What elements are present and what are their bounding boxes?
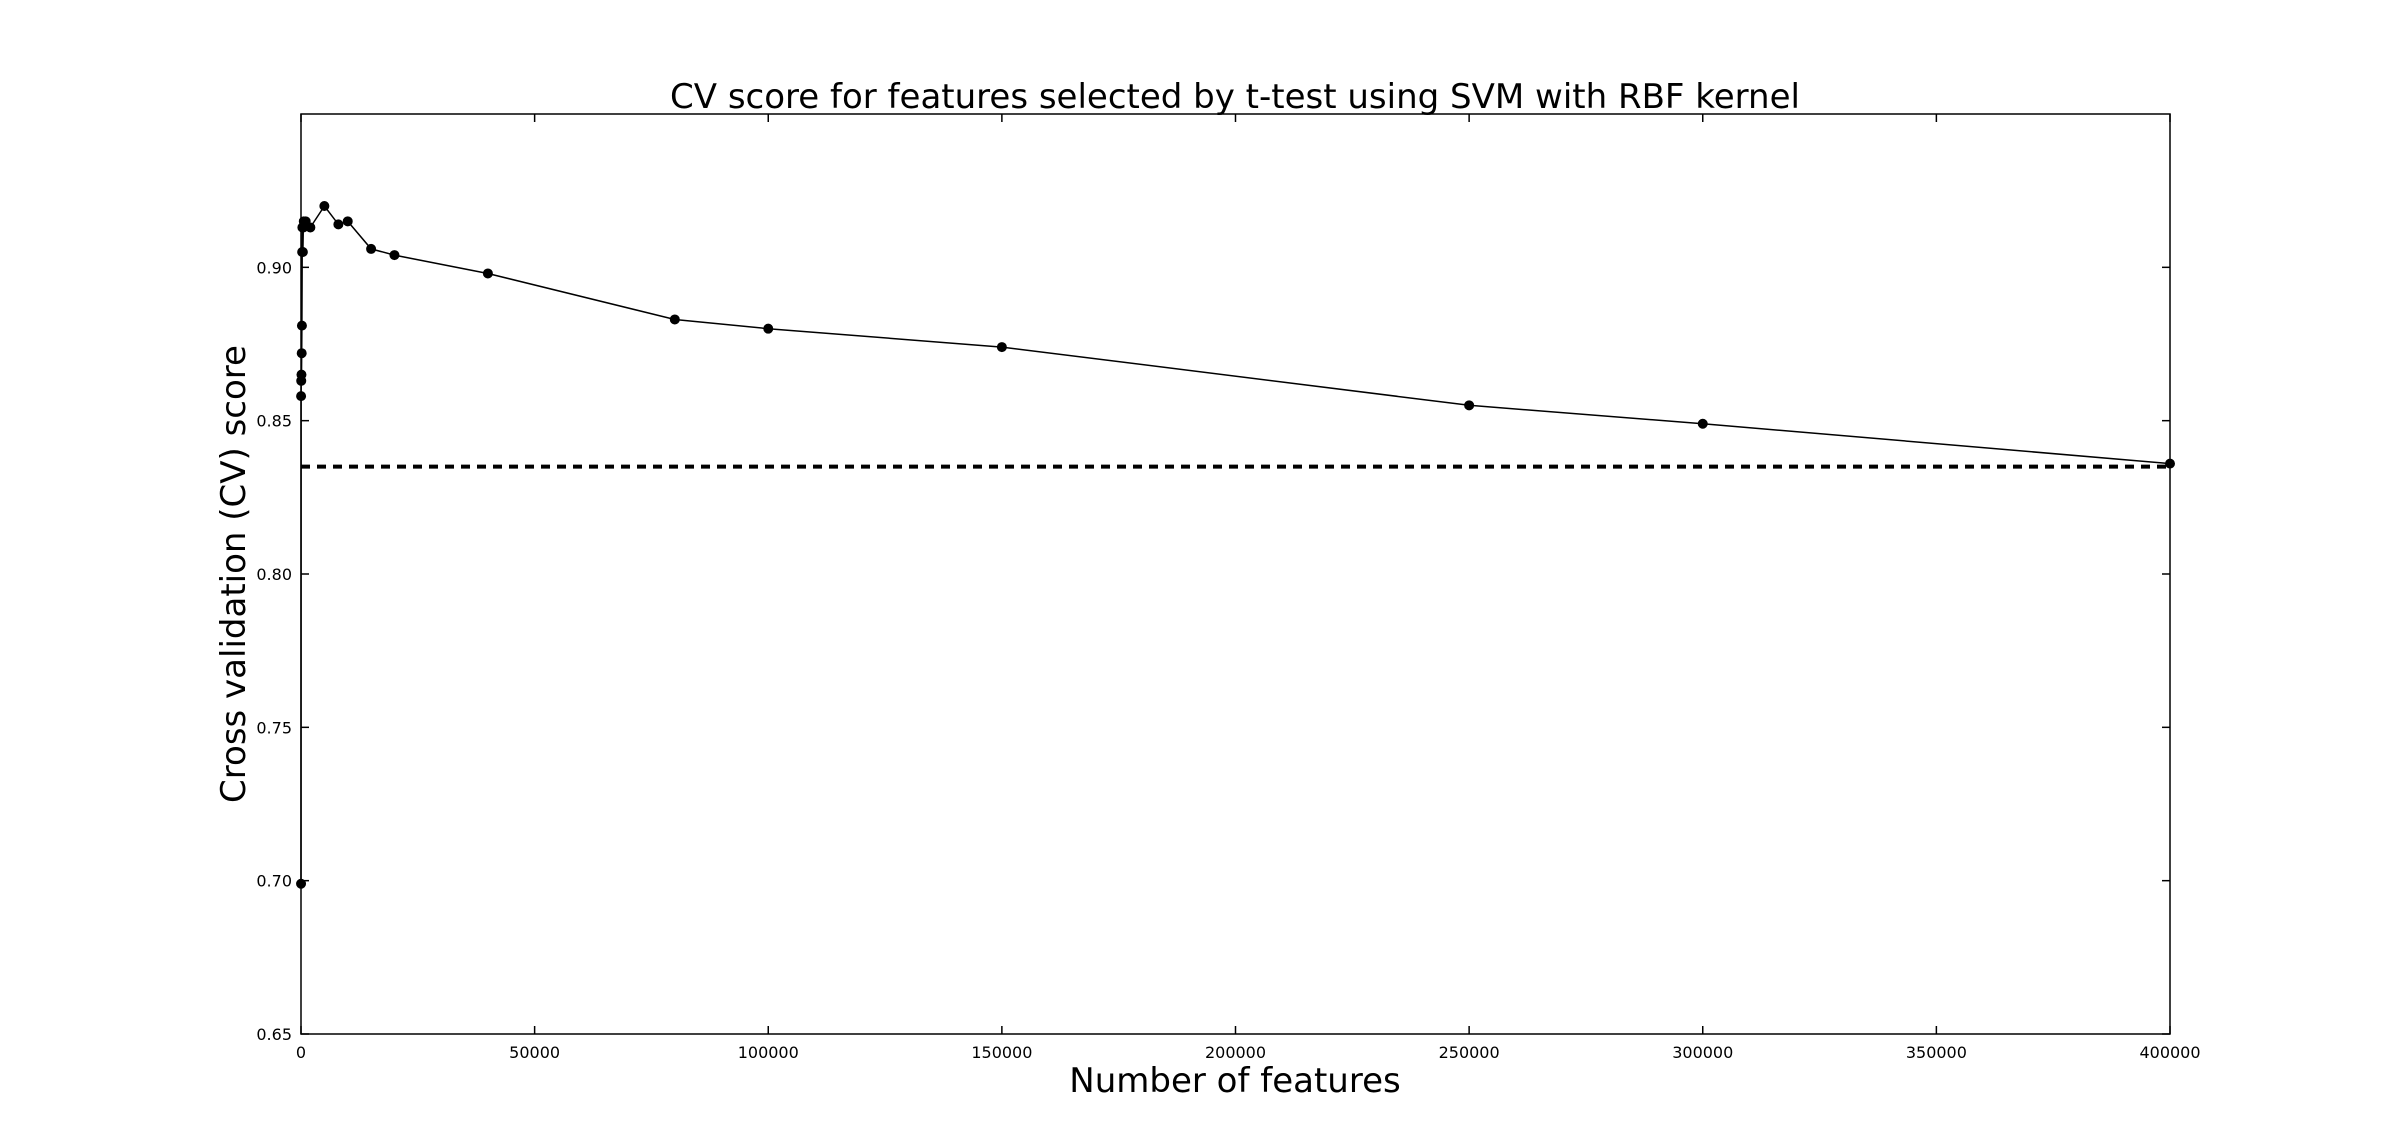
data-point <box>669 314 680 325</box>
chart-title: CV score for features selected by t-test… <box>670 77 1800 117</box>
y-tick-label: 0.90 <box>256 258 292 277</box>
data-point <box>333 219 344 230</box>
x-tick-label: 150000 <box>971 1043 1032 1062</box>
data-point <box>389 250 400 261</box>
x-axis-label: Number of features <box>1069 1061 1400 1101</box>
data-point <box>763 323 774 334</box>
plot-area-frame <box>300 113 2171 1035</box>
x-tick-label: 0 <box>296 1043 306 1062</box>
x-tick-label: 400000 <box>2139 1043 2200 1062</box>
data-point <box>342 216 353 227</box>
x-tick-label: 250000 <box>1439 1043 1500 1062</box>
x-tick-label: 300000 <box>1672 1043 1733 1062</box>
x-tick-label: 350000 <box>1906 1043 1967 1062</box>
ticks-layer: 0 50000 100000 150000 200000 250000 300000 3500… <box>256 114 2201 1062</box>
y-tick-label: 0.85 <box>256 412 292 431</box>
x-tick-label: 100000 <box>738 1043 799 1062</box>
y-axis-label: Cross validation (CV) score <box>214 345 254 803</box>
y-tick-label: 0.75 <box>256 718 292 737</box>
data-point <box>482 268 493 279</box>
data-point <box>319 201 330 211</box>
data-point <box>297 247 308 257</box>
y-tick-label: 0.80 <box>256 565 292 584</box>
data-point <box>1697 418 1708 429</box>
data-point <box>305 222 316 233</box>
data-point <box>996 342 1007 353</box>
x-tick-label: 50000 <box>509 1043 560 1062</box>
data-point <box>1464 400 1475 411</box>
data-point <box>296 320 307 331</box>
y-tick-label: 0.65 <box>256 1025 292 1044</box>
data-point <box>366 243 377 254</box>
x-tick-label: 200000 <box>1205 1043 1266 1062</box>
y-tick-label: 0.70 <box>256 872 292 891</box>
